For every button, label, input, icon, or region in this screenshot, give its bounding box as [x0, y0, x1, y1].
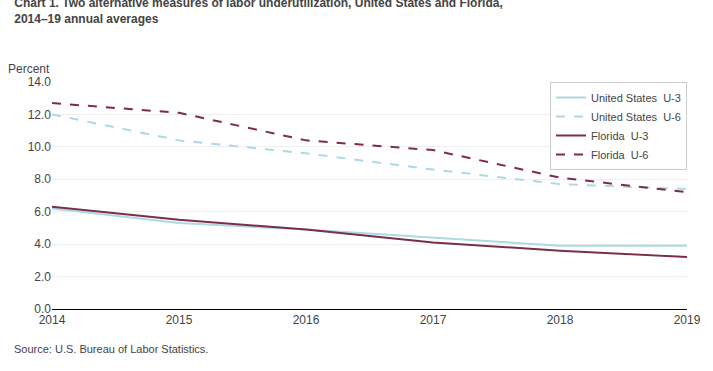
svg-text:2014: 2014: [39, 313, 66, 327]
svg-text:4.0: 4.0: [34, 237, 51, 251]
svg-text:Source: U.S. Bureau of Labor S: Source: U.S. Bureau of Labor Statistics.: [14, 343, 208, 355]
svg-text:2015: 2015: [166, 313, 193, 327]
svg-text:2.0: 2.0: [34, 270, 51, 284]
svg-text:United States U-3: United States U-3: [591, 92, 681, 104]
svg-text:Florida U-6: Florida U-6: [591, 149, 648, 161]
svg-text:2017: 2017: [420, 313, 447, 327]
svg-text:12.0: 12.0: [28, 108, 52, 122]
svg-text:14.0: 14.0: [28, 75, 52, 89]
svg-text:Florida U-3: Florida U-3: [591, 130, 648, 142]
svg-text:0.0: 0.0: [34, 302, 51, 316]
svg-text:Percent: Percent: [8, 62, 50, 76]
svg-text:United States U-6: United States U-6: [591, 111, 681, 123]
svg-text:Chart 1. Two alternative measu: Chart 1. Two alternative measures of lab…: [14, 0, 503, 26]
svg-text:6.0: 6.0: [34, 205, 51, 219]
svg-text:2018: 2018: [547, 313, 574, 327]
svg-text:8.0: 8.0: [34, 172, 51, 186]
svg-text:2019: 2019: [674, 313, 701, 327]
svg-text:2016: 2016: [293, 313, 320, 327]
svg-text:10.0: 10.0: [28, 140, 52, 154]
